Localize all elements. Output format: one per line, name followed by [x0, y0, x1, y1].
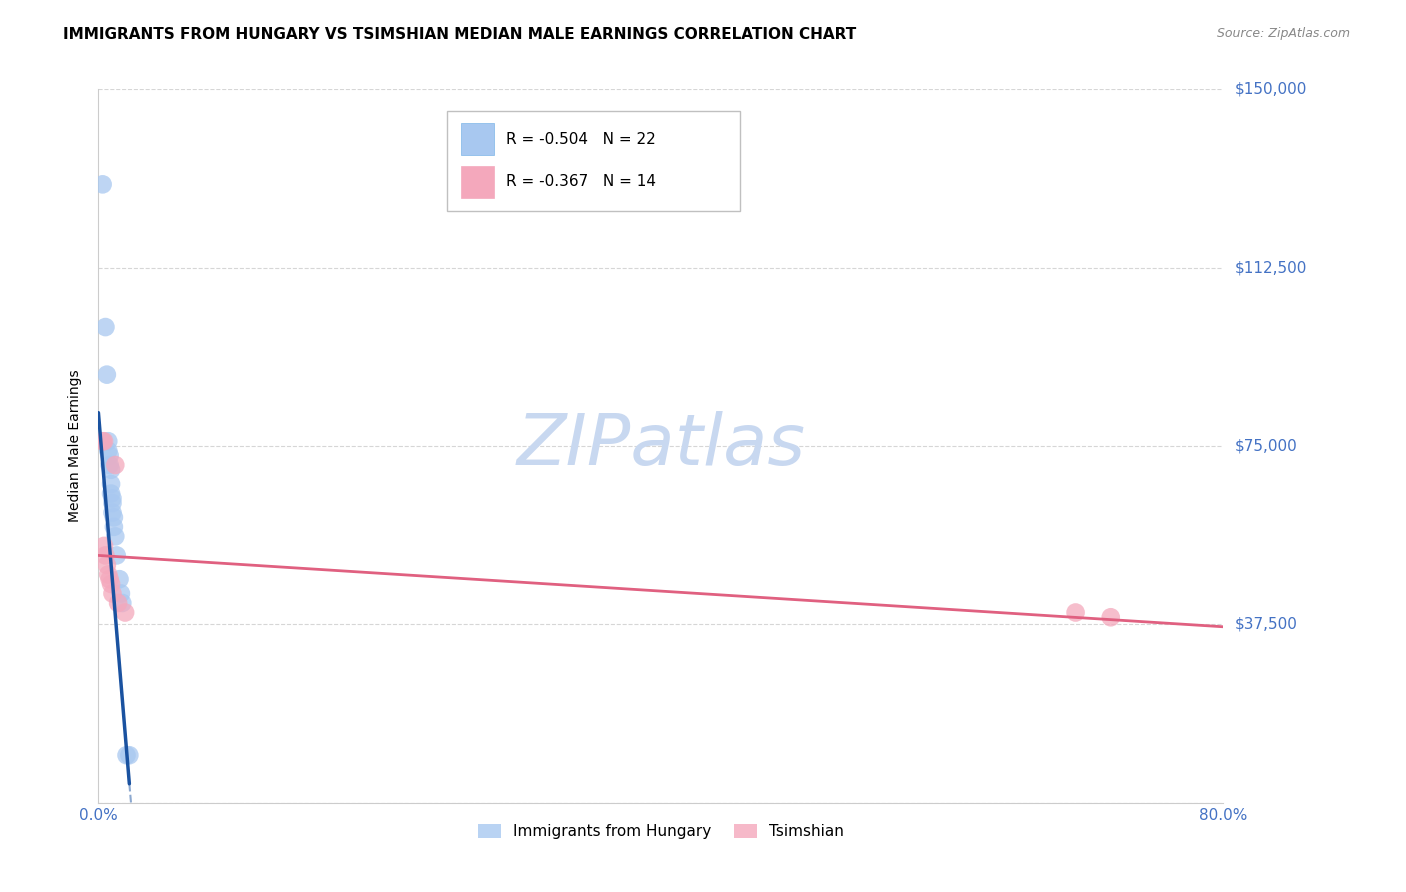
- Text: $150,000: $150,000: [1234, 82, 1306, 96]
- Point: [93, 539, 115, 553]
- Point: [98, 458, 121, 472]
- Point: [114, 606, 136, 620]
- Point: [91, 434, 114, 449]
- Point: [101, 496, 124, 510]
- Point: [105, 549, 128, 563]
- Y-axis label: Median Male Earnings: Median Male Earnings: [69, 369, 83, 523]
- Bar: [461, 166, 495, 198]
- Text: $37,500: $37,500: [1234, 617, 1298, 632]
- Point: [96, 368, 118, 382]
- Point: [115, 748, 138, 763]
- Text: $112,500: $112,500: [1234, 260, 1306, 275]
- Text: R = -0.504   N = 22: R = -0.504 N = 22: [506, 132, 655, 146]
- Point: [97, 443, 120, 458]
- Text: Source: ZipAtlas.com: Source: ZipAtlas.com: [1216, 27, 1350, 40]
- Point: [110, 586, 132, 600]
- Point: [100, 486, 122, 500]
- Point: [100, 477, 122, 491]
- Text: IMMIGRANTS FROM HUNGARY VS TSIMSHIAN MEDIAN MALE EARNINGS CORRELATION CHART: IMMIGRANTS FROM HUNGARY VS TSIMSHIAN MED…: [63, 27, 856, 42]
- Bar: [461, 123, 495, 155]
- Point: [98, 449, 121, 463]
- Point: [108, 572, 131, 586]
- Text: R = -0.367   N = 14: R = -0.367 N = 14: [506, 175, 655, 189]
- Point: [101, 491, 124, 506]
- Point: [97, 434, 120, 449]
- Point: [93, 434, 115, 449]
- Point: [100, 577, 122, 591]
- Point: [96, 558, 118, 572]
- Point: [101, 506, 124, 520]
- FancyBboxPatch shape: [447, 111, 740, 211]
- Point: [1099, 610, 1122, 624]
- Text: $75,000: $75,000: [1234, 439, 1298, 453]
- Point: [104, 529, 127, 543]
- Point: [103, 520, 125, 534]
- Point: [111, 596, 134, 610]
- Point: [97, 567, 120, 582]
- Point: [100, 463, 122, 477]
- Point: [107, 596, 129, 610]
- Text: ZIPatlas: ZIPatlas: [516, 411, 806, 481]
- Point: [91, 178, 114, 192]
- Point: [118, 748, 141, 763]
- Point: [98, 572, 121, 586]
- Point: [94, 549, 117, 563]
- Point: [104, 458, 127, 472]
- Point: [94, 320, 117, 334]
- Point: [101, 586, 124, 600]
- Point: [103, 510, 125, 524]
- Point: [1064, 606, 1087, 620]
- Legend: Immigrants from Hungary, Tsimshian: Immigrants from Hungary, Tsimshian: [471, 818, 851, 845]
